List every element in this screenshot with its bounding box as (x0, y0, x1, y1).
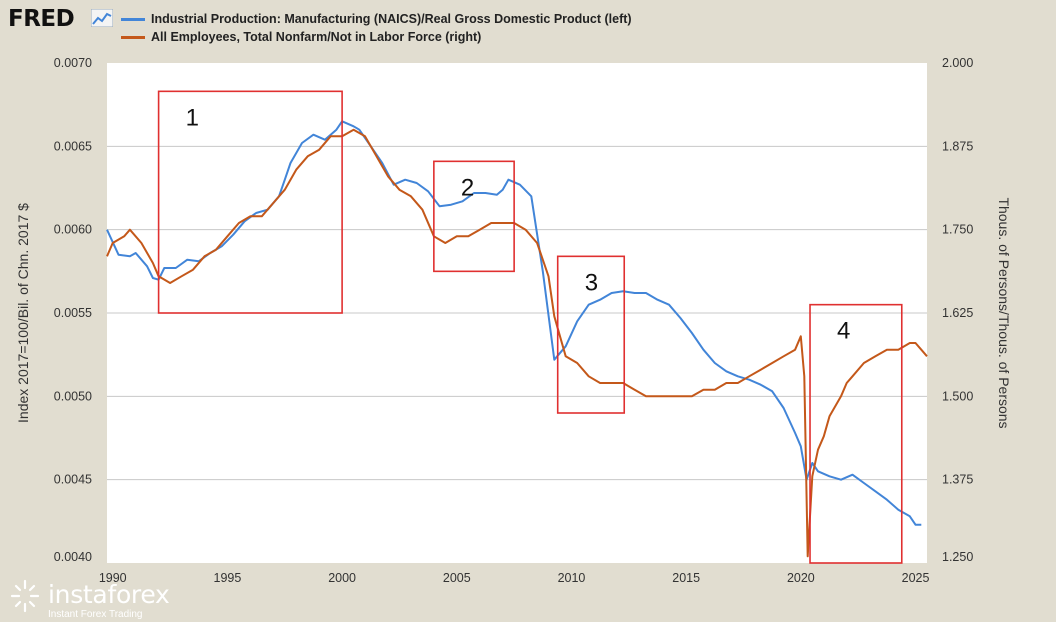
annotation-box-3 (556, 255, 626, 414)
y-right-tick-label: 1.750 (942, 223, 973, 237)
y-axis-right-label: Thous. of Persons/Thous. of Persons (996, 197, 1012, 428)
x-tick-label: 2015 (672, 571, 700, 585)
y-left-tick-label: 0.0060 (54, 223, 92, 237)
legend-entry-manufacturing[interactable]: Industrial Production: Manufacturing (NA… (121, 12, 632, 26)
watermark-tagline: Instant Forex Trading (48, 609, 143, 620)
legend-label-employees: All Employees, Total Nonfarm/Not in Labo… (151, 30, 482, 44)
y-right-tick-label: 2.000 (942, 56, 973, 70)
y-right-tick-label: 1.500 (942, 389, 973, 403)
y-axis-left-label: Index 2017=100/Bil. of Chn. 2017 $ (15, 203, 31, 423)
x-tick-label: 1990 (99, 571, 127, 585)
annotation-label-1: 1 (186, 104, 199, 131)
y-right-tick-label: 1.250 (942, 550, 973, 564)
annotation-label-2: 2 (461, 174, 474, 201)
y-right-tick-label: 1.625 (942, 306, 973, 320)
x-tick-label: 2020 (787, 571, 815, 585)
y-left-tick-label: 0.0055 (54, 306, 92, 320)
y-right-tick-label: 1.875 (942, 139, 973, 153)
line-chart-icon (91, 9, 113, 27)
watermark-name: instaforex (48, 580, 170, 609)
annotations: 1 2 3 4 (157, 90, 903, 564)
y-left-tick-label: 0.0045 (54, 473, 92, 487)
annotation-box-2 (433, 160, 515, 273)
legend-label-manufacturing: Industrial Production: Manufacturing (NA… (151, 12, 632, 26)
x-tick-label: 2025 (902, 571, 930, 585)
y-left-tick-label: 0.0065 (54, 139, 92, 153)
annotation-label-3: 3 (585, 269, 598, 296)
y-left-tick-label: 0.0070 (54, 56, 92, 70)
y-left-tick-label: 0.0050 (54, 389, 92, 403)
instaforex-logo-icon (10, 579, 40, 613)
series-line-employees (106, 128, 928, 558)
x-tick-label: 2010 (558, 571, 586, 585)
x-tick-label: 1995 (214, 571, 242, 585)
legend-swatch-employees (121, 36, 145, 40)
x-tick-label: 2000 (328, 571, 356, 585)
series-lines (106, 120, 928, 558)
y-left-tick-label: 0.0040 (54, 550, 92, 564)
fred-logo: FRED (8, 6, 75, 32)
x-tick-label: 2005 (443, 571, 471, 585)
annotation-box-4 (809, 303, 903, 564)
tick-labels: 0.0070 2.000 0.0065 1.875 0.0060 1.750 0.0055 1… (54, 56, 974, 585)
y-right-tick-label: 1.375 (942, 473, 973, 487)
annotation-box-1 (157, 90, 343, 314)
annotation-label-4: 4 (837, 318, 850, 345)
series-line-manufacturing (106, 120, 922, 526)
legend-entry-employees[interactable]: All Employees, Total Nonfarm/Not in Labo… (121, 30, 481, 44)
legend-swatch-manufacturing (121, 18, 145, 22)
